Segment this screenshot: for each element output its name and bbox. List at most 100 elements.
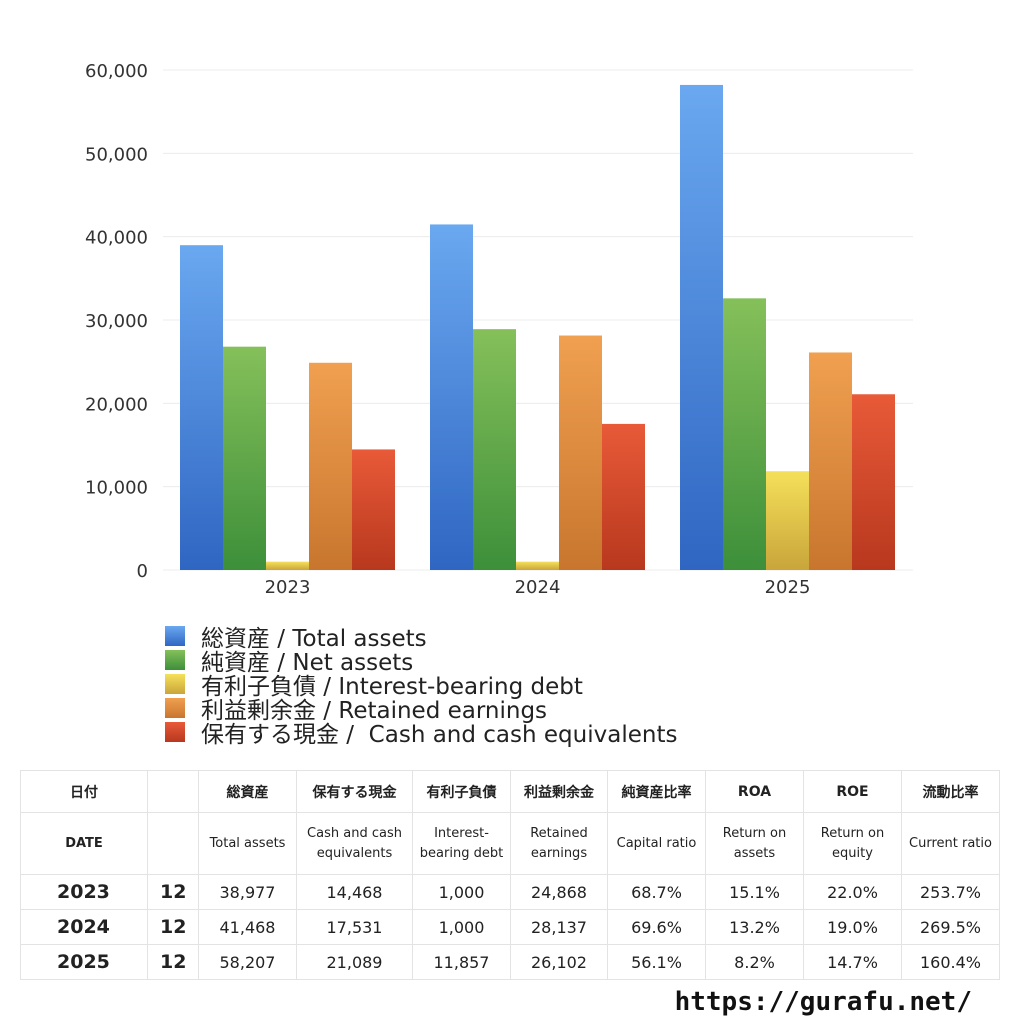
- capital-ratio-cell: 68.7%: [607, 874, 706, 910]
- current-ratio-cell: 160.4%: [901, 944, 1000, 980]
- legend-item: 利益剰余金 / Retained earnings: [165, 696, 677, 724]
- legend-item: 総資産 / Total assets: [165, 624, 677, 652]
- header-cell: Interest-bearing debt: [412, 812, 511, 875]
- debt-cell: 11,857: [412, 944, 511, 980]
- header-cell: Return on equity: [803, 812, 902, 875]
- table-row: 2023 12 38,977 14,468 1,000 24,868 68.7%…: [20, 874, 1000, 910]
- current-ratio-cell: 269.5%: [901, 909, 1000, 945]
- debt-cell: 1,000: [412, 909, 511, 945]
- legend-label: 利益剰余金 / Retained earnings: [201, 698, 548, 724]
- header-cell: Return on assets: [705, 812, 804, 875]
- capital-ratio-cell: 56.1%: [607, 944, 706, 980]
- header-cell: [147, 812, 199, 875]
- roe-cell: 14.7%: [803, 944, 902, 980]
- legend-item: 有利子負債 / Interest-bearing debt: [165, 672, 677, 700]
- legend-item: 保有する現金 / Cash and cash equivalents: [165, 720, 677, 748]
- bar: [559, 335, 602, 570]
- bar: [766, 471, 809, 570]
- retained-cell: 26,102: [510, 944, 608, 980]
- capital-ratio-cell: 69.6%: [607, 909, 706, 945]
- legend: 総資産 / Total assets 純資産 / Net assets 有利子負…: [165, 624, 677, 748]
- financial-table: 日付 総資産 保有する現金 有利子負債 利益剰余金 純資産比率 ROA ROE …: [20, 770, 1000, 980]
- month-cell: 12: [147, 909, 199, 945]
- header-cell: ROE: [803, 770, 902, 813]
- table-header-en: DATE Total assets Cash and cash equivale…: [20, 812, 1000, 875]
- year-cell: 2024: [20, 909, 148, 945]
- year-cell: 2025: [20, 944, 148, 980]
- y-tick-label: 60,000: [85, 61, 148, 82]
- header-cell: 純資産比率: [607, 770, 706, 813]
- table-row: 2024 12 41,468 17,531 1,000 28,137 69.6%…: [20, 909, 1000, 945]
- bar-chart: 0 10,000 20,000 30,000 40,000 50,000 60,000 20…: [85, 61, 913, 598]
- month-cell: 12: [147, 944, 199, 980]
- legend-swatch: [165, 650, 185, 670]
- bar: [516, 561, 559, 570]
- header-cell: 流動比率: [901, 770, 1000, 813]
- bar: [266, 561, 309, 570]
- legend-label: 総資産 / Total assets: [201, 626, 427, 652]
- y-tick-label: 50,000: [85, 144, 148, 165]
- bar: [809, 352, 852, 570]
- legend-swatch: [165, 626, 185, 646]
- bars: [180, 84, 895, 571]
- cash-cell: 17,531: [296, 909, 413, 945]
- header-cell: ROA: [705, 770, 804, 813]
- header-cell: 日付: [20, 770, 148, 813]
- bar: [180, 245, 223, 571]
- header-cell: Cash and cash equivalents: [296, 812, 413, 875]
- x-axis-ticks: 2023 2024 2025: [265, 577, 811, 598]
- legend-swatch: [165, 722, 185, 742]
- legend-swatch: [165, 698, 185, 718]
- year-cell: 2023: [20, 874, 148, 910]
- month-cell: 12: [147, 874, 199, 910]
- grid-lines: [163, 69, 913, 571]
- bar: [723, 298, 766, 570]
- y-tick-label: 30,000: [85, 311, 148, 332]
- header-cell: 有利子負債: [412, 770, 511, 813]
- y-tick-label: 0: [137, 561, 148, 582]
- retained-cell: 28,137: [510, 909, 608, 945]
- bar: [852, 394, 895, 570]
- roe-cell: 22.0%: [803, 874, 902, 910]
- legend-label: 有利子負債 / Interest-bearing debt: [201, 674, 583, 700]
- legend-swatch: [165, 674, 185, 694]
- header-cell: 保有する現金: [296, 770, 413, 813]
- bar: [223, 346, 266, 570]
- bar: [430, 224, 473, 570]
- y-tick-label: 10,000: [85, 478, 148, 499]
- header-cell: Total assets: [198, 812, 297, 875]
- header-cell: Current ratio: [901, 812, 1000, 875]
- y-tick-label: 40,000: [85, 228, 148, 249]
- source-url[interactable]: https://gurafu.net/: [674, 987, 972, 1017]
- cash-cell: 14,468: [296, 874, 413, 910]
- bar: [473, 329, 516, 570]
- total-assets-cell: 58,207: [198, 944, 297, 980]
- cash-cell: 21,089: [296, 944, 413, 980]
- table-header-jp: 日付 総資産 保有する現金 有利子負債 利益剰余金 純資産比率 ROA ROE …: [20, 770, 1000, 813]
- bar: [309, 362, 352, 570]
- header-cell: 利益剰余金: [510, 770, 608, 813]
- bar: [602, 423, 645, 570]
- debt-cell: 1,000: [412, 874, 511, 910]
- x-tick-label: 2023: [265, 577, 311, 598]
- current-ratio-cell: 253.7%: [901, 874, 1000, 910]
- y-axis-ticks: 0 10,000 20,000 30,000 40,000 50,000 60,000: [85, 61, 148, 582]
- header-cell: DATE: [20, 812, 148, 875]
- x-tick-label: 2025: [765, 577, 811, 598]
- total-assets-cell: 41,468: [198, 909, 297, 945]
- roa-cell: 13.2%: [705, 909, 804, 945]
- y-tick-label: 20,000: [85, 394, 148, 415]
- bar: [680, 84, 723, 571]
- roa-cell: 15.1%: [705, 874, 804, 910]
- header-cell: [147, 770, 199, 813]
- retained-cell: 24,868: [510, 874, 608, 910]
- header-cell: Capital ratio: [607, 812, 706, 875]
- x-tick-label: 2024: [515, 577, 561, 598]
- total-assets-cell: 38,977: [198, 874, 297, 910]
- roa-cell: 8.2%: [705, 944, 804, 980]
- bar: [352, 449, 395, 570]
- roe-cell: 19.0%: [803, 909, 902, 945]
- legend-item: 純資産 / Net assets: [165, 648, 677, 676]
- header-cell: 総資産: [198, 770, 297, 813]
- header-cell: Retained earnings: [510, 812, 608, 875]
